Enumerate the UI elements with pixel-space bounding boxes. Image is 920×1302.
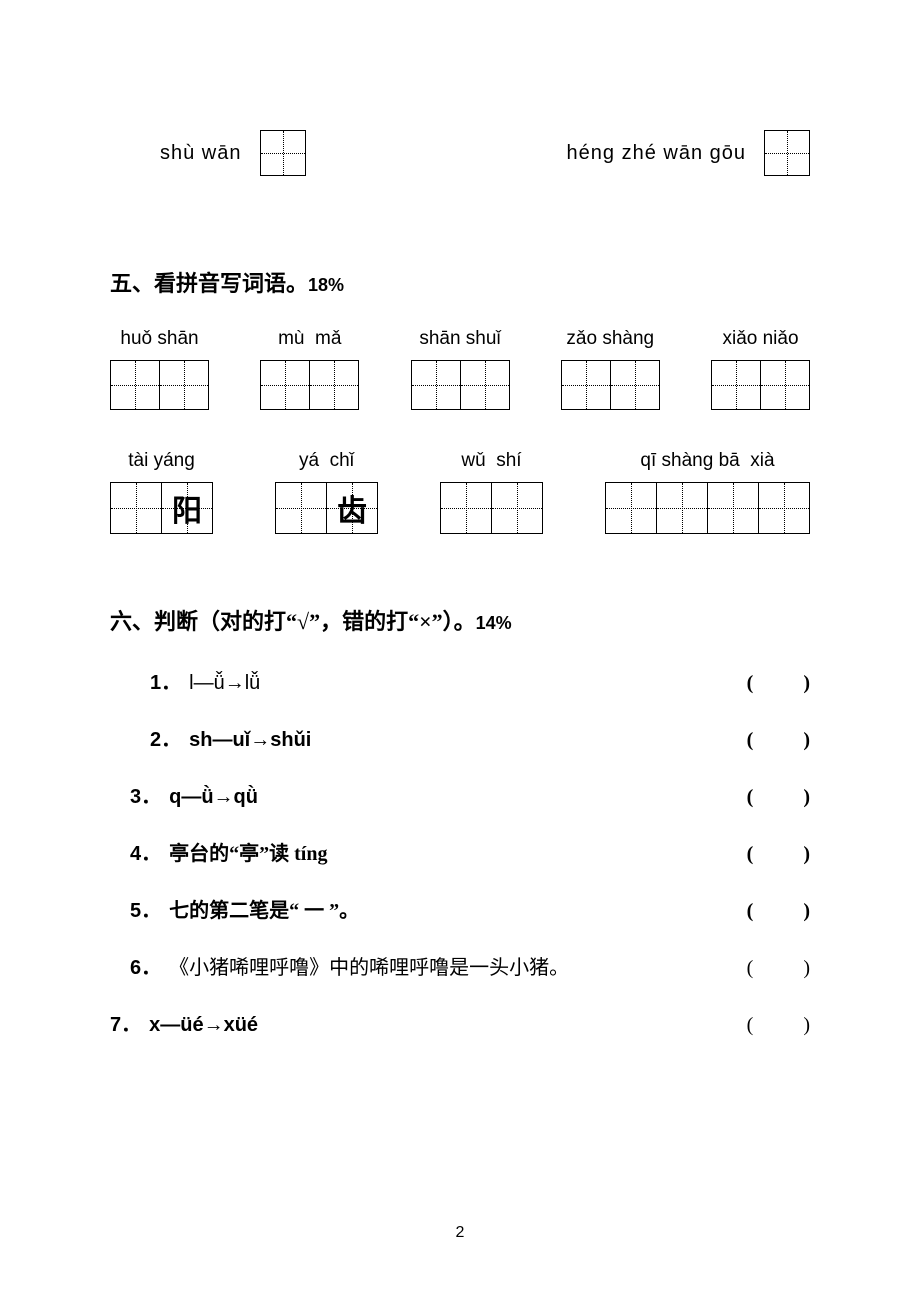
answer-paren[interactable]: ( ) — [747, 900, 810, 923]
answer-paren[interactable]: ( ) — [747, 786, 810, 809]
answer-grid-pair[interactable]: 齿 — [275, 482, 378, 534]
pinyin-label: zǎo shànɡ — [566, 328, 654, 350]
word-block: tài yánɡ 阳 — [110, 450, 213, 534]
item-number: 6． — [130, 951, 161, 980]
answer-paren[interactable]: ( ) — [747, 729, 810, 752]
pinyin-label: hénɡ zhé wān ɡōu — [567, 142, 746, 165]
answer-grid-pair[interactable] — [440, 482, 543, 534]
stroke-item-right: hénɡ zhé wān ɡōu — [567, 130, 810, 176]
item-number: 4． — [130, 837, 161, 866]
pinyin-label: qī shànɡ bā xià — [640, 450, 774, 472]
answer-grid-pair[interactable] — [561, 360, 660, 410]
answer-grid-pair[interactable] — [411, 360, 510, 410]
item-number: 1． — [150, 666, 181, 695]
word-block: mù mǎ — [260, 328, 359, 410]
item-text: sh—uǐ→shǔi — [189, 729, 311, 752]
pinyin-label: mù mǎ — [278, 328, 341, 350]
word-block: xiǎo niǎo — [711, 328, 810, 410]
item-number: 3． — [130, 780, 161, 809]
word-block: shān shuǐ — [411, 328, 510, 410]
judge-item: 6． 《小猪唏哩呼噜》中的唏哩呼噜是一头小猪。 ( ) — [130, 951, 810, 980]
judge-item: 5． 七的第二笔是“ 一 ”。 ( ) — [130, 894, 810, 923]
item-text: 《小猪唏哩呼噜》中的唏哩呼噜是一头小猪。 — [169, 951, 569, 980]
stroke-item-left: shù wān — [160, 130, 306, 176]
given-char: 齿 — [327, 483, 377, 533]
words-row-2: tài yánɡ 阳 yá chǐ 齿 wǔ shí qī shànɡ bā x… — [110, 450, 810, 534]
item-text: q—ǜ→qǜ — [169, 786, 258, 809]
section-6-heading: 六、判断（对的打“√”，错的打“×”）。14% — [110, 604, 810, 636]
item-text: l—ǚ→lǚ — [189, 672, 260, 695]
judge-item: 7． x—üé→xüé ( ) — [110, 1008, 810, 1037]
stroke-row: shù wān hénɡ zhé wān ɡōu — [110, 130, 810, 176]
answer-grid[interactable] — [260, 130, 306, 176]
answer-grid[interactable] — [764, 130, 810, 176]
item-number: 7． — [110, 1008, 141, 1037]
heading-percent: 18% — [308, 275, 344, 295]
answer-paren[interactable]: ( ) — [747, 957, 810, 980]
word-block: qī shànɡ bā xià — [605, 450, 810, 534]
item-text: x—üé→xüé — [149, 1014, 258, 1037]
answer-grid-pair[interactable] — [711, 360, 810, 410]
answer-grid-quad[interactable] — [605, 482, 810, 534]
heading-text: 五、看拼音写词语。 — [110, 271, 308, 296]
item-number: 2． — [150, 723, 181, 752]
pinyin-label: tài yánɡ — [128, 450, 195, 472]
judge-item: 2． sh—uǐ→shǔi ( ) — [150, 723, 810, 752]
judge-item: 1． l—ǚ→lǚ ( ) — [150, 666, 810, 695]
answer-paren[interactable]: ( ) — [747, 672, 810, 695]
pinyin-label: yá chǐ — [299, 450, 354, 472]
word-block: huǒ shān — [110, 328, 209, 410]
judge-item: 3． q—ǜ→qǜ ( ) — [130, 780, 810, 809]
pinyin-label: huǒ shān — [120, 328, 198, 350]
answer-grid-pair[interactable]: 阳 — [110, 482, 213, 534]
answer-grid-pair[interactable] — [110, 360, 209, 410]
item-text: 七的第二笔是“ 一 ”。 — [169, 894, 359, 923]
answer-paren[interactable]: ( ) — [747, 843, 810, 866]
word-block: wǔ shí — [440, 450, 543, 534]
section-5-heading: 五、看拼音写词语。18% — [110, 266, 810, 298]
word-block: yá chǐ 齿 — [275, 450, 378, 534]
judge-list: 1． l—ǚ→lǚ ( ) 2． sh—uǐ→shǔi ( ) 3． q—ǜ→q… — [110, 666, 810, 1037]
heading-percent: 14% — [476, 613, 512, 633]
pinyin-label: wǔ shí — [461, 450, 521, 472]
pinyin-label: shù wān — [160, 142, 242, 165]
worksheet-page: shù wān hénɡ zhé wān ɡōu 五、看拼音写词语。18% hu… — [0, 0, 920, 1302]
words-row-1: huǒ shān mù mǎ shān shuǐ zǎo shànɡ xiǎo … — [110, 328, 810, 410]
item-text: 亭台的“亭”读 tíng — [169, 837, 327, 866]
item-number: 5． — [130, 894, 161, 923]
answer-grid-pair[interactable] — [260, 360, 359, 410]
word-block: zǎo shànɡ — [561, 328, 660, 410]
heading-text: 六、判断（对的打“√”，错的打“×”）。 — [110, 609, 476, 634]
page-number: 2 — [0, 1224, 920, 1242]
given-char: 阳 — [162, 483, 212, 533]
pinyin-label: shān shuǐ — [419, 328, 500, 350]
judge-item: 4． 亭台的“亭”读 tíng ( ) — [130, 837, 810, 866]
pinyin-label: xiǎo niǎo — [722, 328, 798, 350]
answer-paren[interactable]: ( ) — [747, 1014, 810, 1037]
